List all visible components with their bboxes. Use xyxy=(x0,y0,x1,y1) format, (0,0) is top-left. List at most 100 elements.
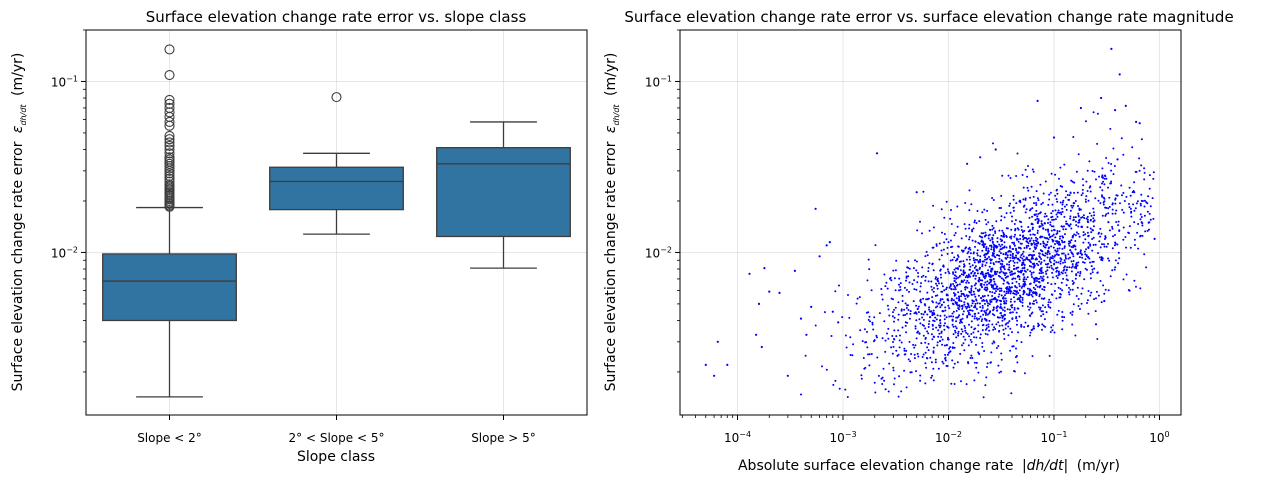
scatter-point xyxy=(1029,306,1032,309)
scatter-point xyxy=(1087,199,1090,202)
scatter-point xyxy=(1141,234,1144,237)
scatter-point xyxy=(1044,263,1047,266)
scatter-point xyxy=(1075,274,1078,277)
scatter-point xyxy=(1117,262,1120,265)
scatter-point xyxy=(1014,277,1017,280)
scatter-point xyxy=(855,302,858,305)
scatter-point xyxy=(884,350,887,353)
scatter-point xyxy=(868,364,871,367)
scatter-point xyxy=(966,276,969,279)
scatter-point xyxy=(989,290,991,293)
scatter-point xyxy=(1063,205,1066,208)
scatter-point xyxy=(983,277,986,280)
scatter-point xyxy=(977,351,980,354)
scatter-point xyxy=(875,334,878,337)
scatter-point xyxy=(1075,263,1078,266)
scatter-point xyxy=(956,316,959,319)
scatter-point xyxy=(970,293,973,296)
scatter-point xyxy=(1036,229,1039,232)
scatter-point xyxy=(892,369,895,372)
scatter-point xyxy=(939,322,942,325)
scatter-point xyxy=(941,290,944,293)
scatter-point xyxy=(890,346,893,349)
scatter-point xyxy=(968,246,971,249)
scatter-point xyxy=(1009,259,1012,262)
scatter-point xyxy=(977,330,980,333)
scatter-point xyxy=(1038,260,1041,263)
scatter-point xyxy=(1024,211,1027,214)
scatter-point xyxy=(1086,226,1089,229)
scatter-point xyxy=(919,379,922,382)
scatter-point xyxy=(851,354,854,357)
scatter-point xyxy=(1035,301,1038,304)
scatter-point xyxy=(1129,194,1132,197)
scatter-point xyxy=(1003,338,1006,340)
scatter-point xyxy=(897,329,900,332)
scatter-point xyxy=(958,297,961,300)
scatter-point xyxy=(961,313,964,316)
scatter-point xyxy=(1060,213,1063,216)
scatter-point xyxy=(1000,314,1003,317)
scatter-point xyxy=(1140,138,1143,141)
scatter-point xyxy=(1111,247,1114,250)
scatter-point xyxy=(908,340,911,343)
scatter-point xyxy=(943,289,946,292)
scatter-point xyxy=(1053,290,1056,292)
scatter-point xyxy=(1010,392,1013,395)
scatter-point xyxy=(924,382,927,385)
scatter-point xyxy=(1023,276,1026,279)
scatter-point xyxy=(1084,233,1087,236)
scatter-point xyxy=(1071,253,1074,256)
scatter-point xyxy=(960,249,963,252)
scatter-point xyxy=(985,327,988,330)
scatter-point xyxy=(931,300,934,303)
scatter-point xyxy=(1135,202,1138,205)
scatter-point xyxy=(1071,313,1074,316)
scatter-point xyxy=(979,260,982,263)
scatter-point xyxy=(1055,240,1058,243)
scatter-point xyxy=(990,248,993,251)
scatter-point xyxy=(1039,308,1041,311)
scatter-point xyxy=(908,267,911,270)
scatter-point xyxy=(1043,236,1046,239)
scatter-point xyxy=(1148,221,1151,224)
scatter-point xyxy=(1028,216,1031,219)
scatter-point xyxy=(1029,239,1032,242)
scatter-point xyxy=(1050,283,1053,286)
scatter-point xyxy=(1062,252,1065,255)
scatter-point xyxy=(903,369,906,372)
scatter-point xyxy=(963,325,966,327)
scatter-point xyxy=(881,298,884,301)
scatter-point xyxy=(1056,242,1059,245)
scatter-point xyxy=(1059,166,1062,169)
scatter-point xyxy=(935,244,938,247)
scatter-point xyxy=(966,315,969,317)
scatter-x-ticks: 10−4 10−3 10−2 10−1 100 xyxy=(681,415,1170,445)
scatter-point xyxy=(1089,185,1092,188)
scatter-point xyxy=(1074,240,1077,242)
scatter-point xyxy=(1063,268,1066,271)
scatter-point xyxy=(1107,221,1110,223)
outlier-point xyxy=(164,107,175,118)
scatter-point xyxy=(995,246,998,249)
scatter-point xyxy=(944,309,947,312)
scatter-point xyxy=(873,381,876,384)
scatter-point xyxy=(1002,231,1005,234)
scatter-point xyxy=(1148,174,1151,177)
scatter-point xyxy=(1133,209,1136,212)
scatter-point xyxy=(1111,227,1114,230)
scatter-point xyxy=(1028,289,1031,292)
scatter-point xyxy=(873,316,876,319)
scatter-point xyxy=(952,342,955,344)
scatter-point xyxy=(957,268,959,270)
scatter-point xyxy=(1047,230,1050,233)
scatter-point xyxy=(920,301,923,304)
scatter-point xyxy=(1081,287,1084,290)
scatter-point xyxy=(952,366,955,369)
scatter-point xyxy=(919,322,922,325)
scatter-point xyxy=(1016,152,1019,155)
scatter-point xyxy=(1059,296,1062,299)
scatter-point xyxy=(1117,251,1120,254)
scatter-point xyxy=(982,244,985,247)
scatter-point xyxy=(1054,282,1057,285)
